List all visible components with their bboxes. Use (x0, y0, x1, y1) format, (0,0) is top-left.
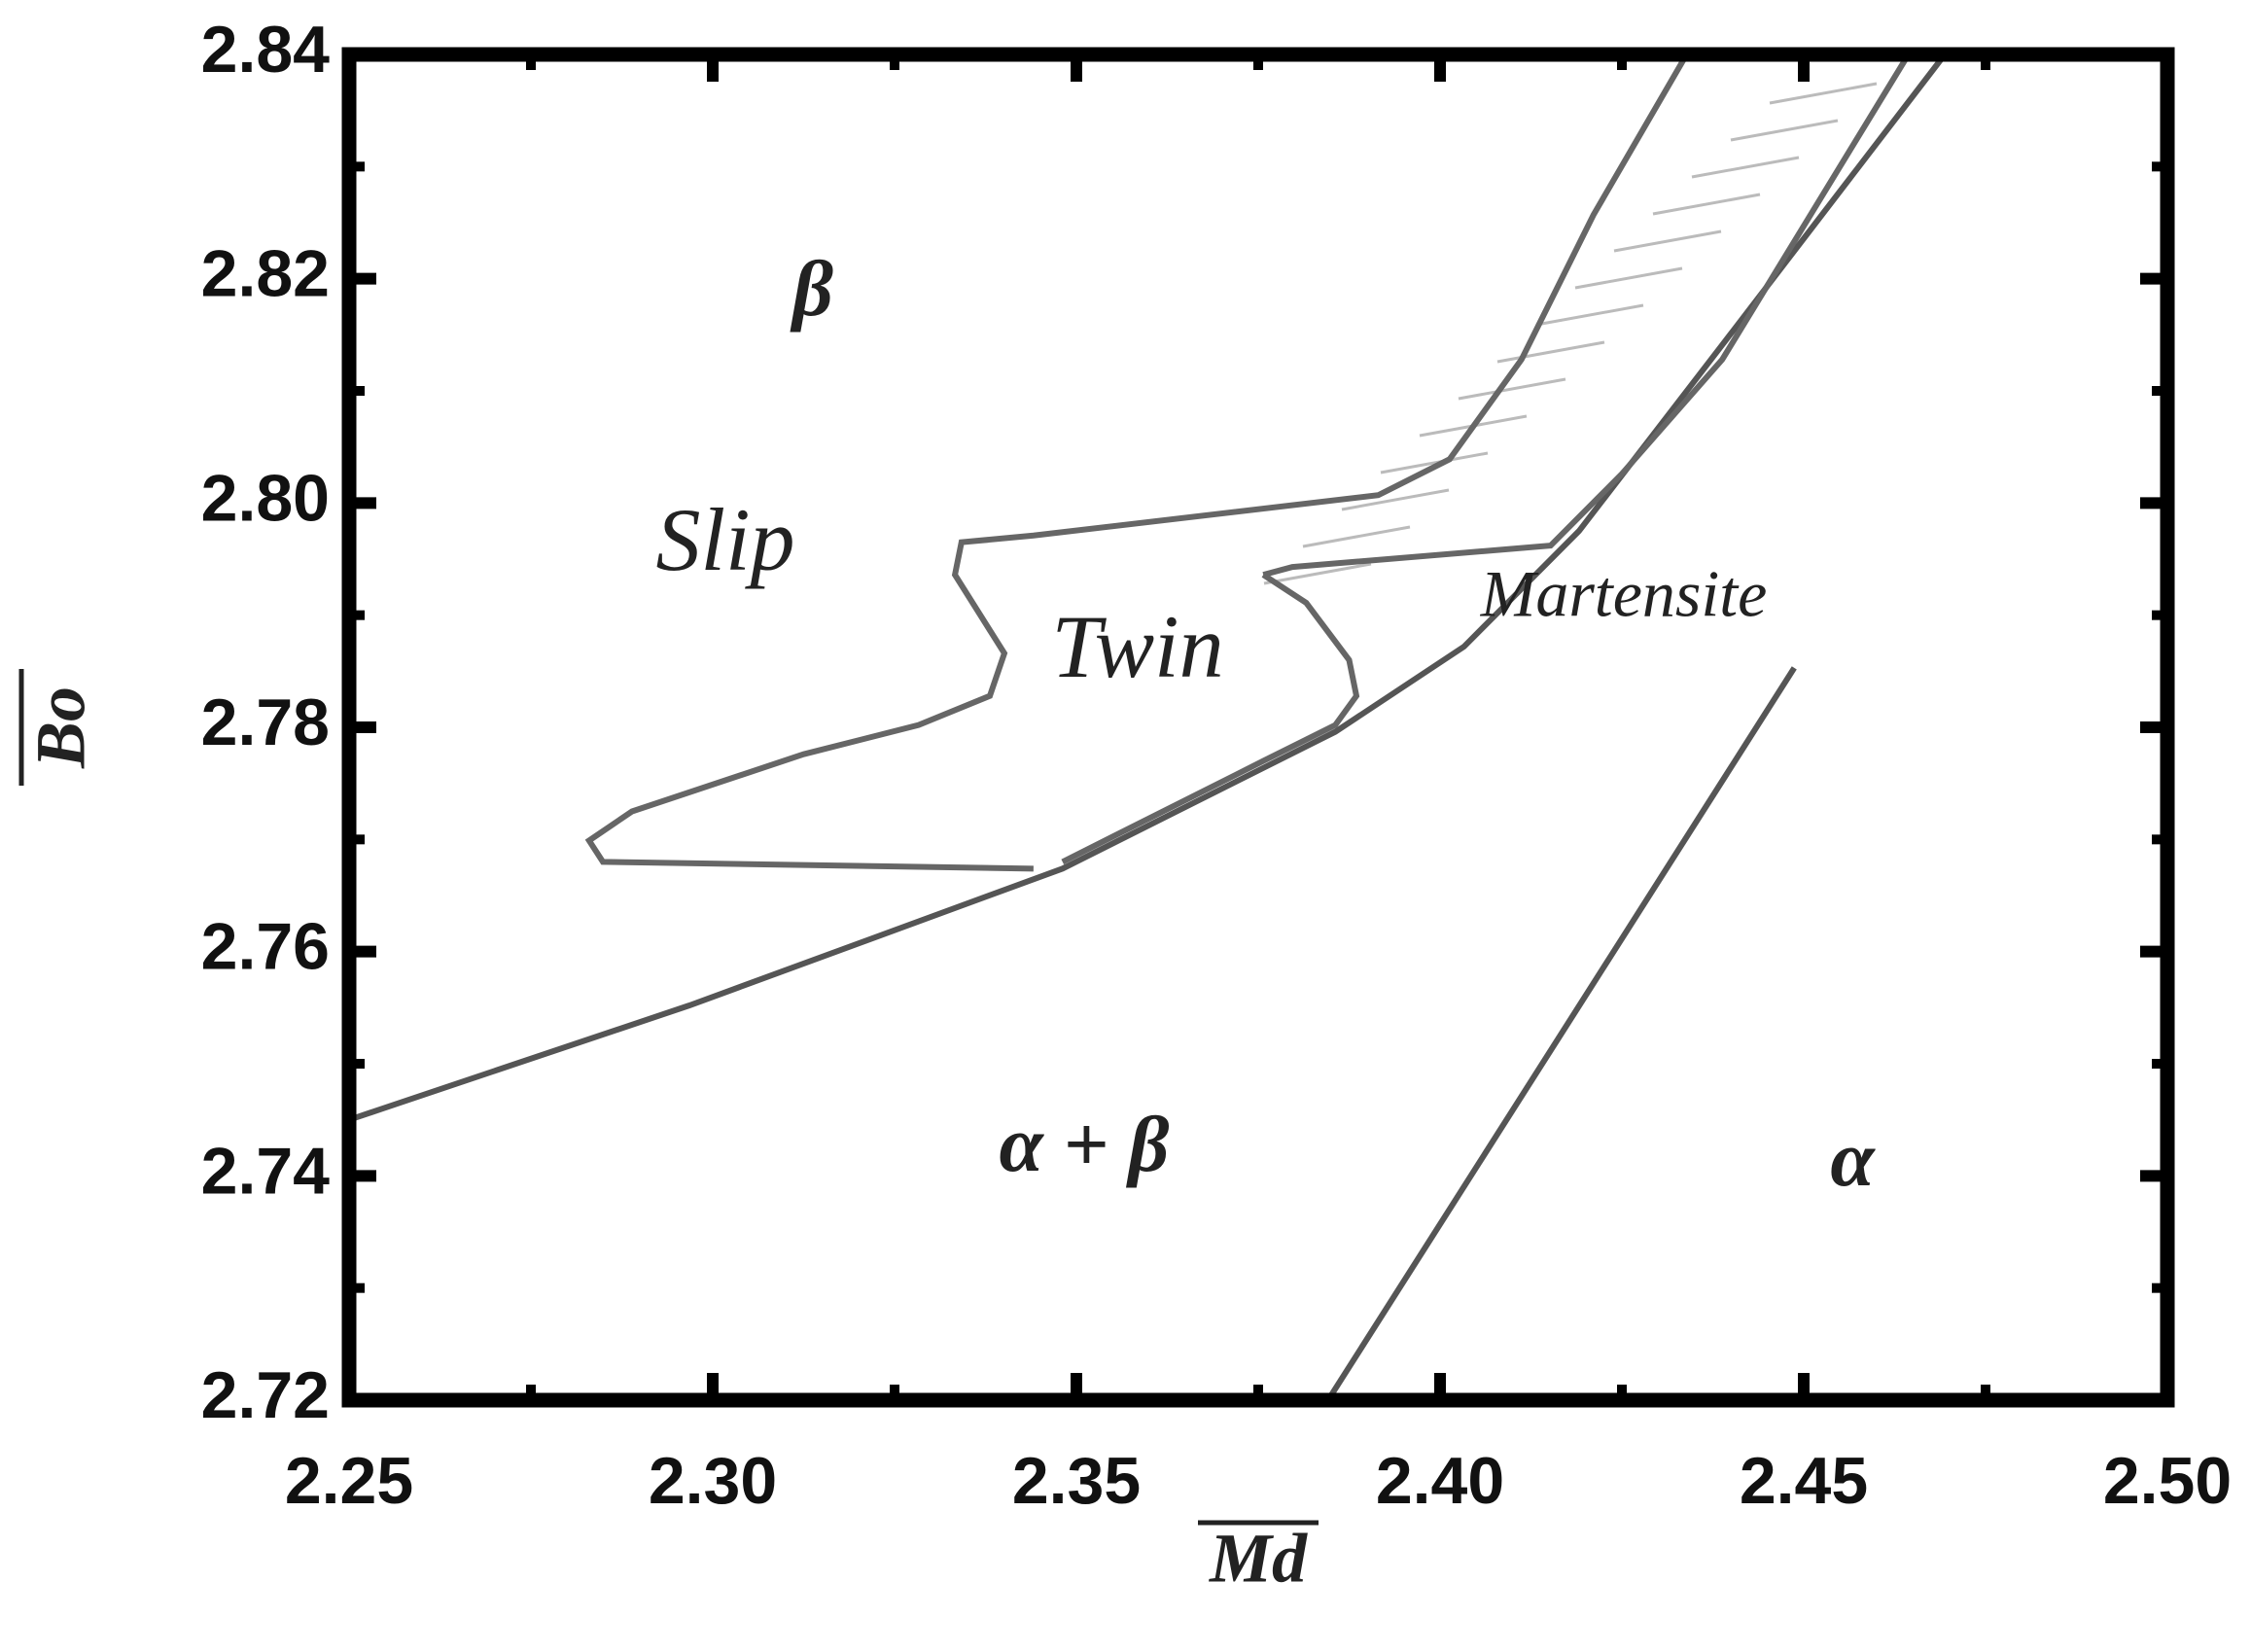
y-tick-label: 2.82 (201, 237, 330, 311)
x-tick-label: 2.30 (649, 1444, 777, 1518)
curve (1325, 666, 1797, 1402)
hatch (1458, 377, 1566, 401)
region-label: Martensite (1480, 557, 1768, 631)
region-label: α + β (999, 1100, 1169, 1188)
y-tick-label: 2.80 (201, 461, 330, 535)
hatch (1652, 193, 1761, 216)
x-tick-label: 2.50 (2103, 1444, 2232, 1518)
hatch (1341, 488, 1450, 511)
curve (1061, 572, 1360, 865)
hatch (1302, 525, 1411, 548)
region-label: Slip (655, 490, 794, 589)
x-tick-label: 2.35 (1012, 1444, 1141, 1518)
x-axis-label: Md (1209, 1520, 1308, 1598)
hatch (1496, 340, 1605, 364)
x-tick-label: 2.25 (285, 1444, 413, 1518)
x-tick-label: 2.40 (1376, 1444, 1504, 1518)
curve (348, 53, 1948, 1123)
region-label: β (790, 244, 833, 333)
hatch (1380, 451, 1489, 475)
hatch (1769, 82, 1878, 105)
y-tick-label: 2.76 (201, 910, 330, 984)
region-label: α (1830, 1114, 1876, 1203)
y-tick-label: 2.72 (201, 1358, 330, 1432)
hatch (1535, 303, 1644, 327)
hatch (1691, 156, 1800, 179)
y-tick-label: 2.84 (201, 13, 331, 87)
plot-frame (341, 47, 2175, 1408)
hatch (1613, 229, 1722, 253)
hatch (1730, 119, 1839, 142)
y-axis-label: Bo (22, 686, 100, 769)
hatch (1263, 562, 1372, 585)
region-label: Twin (1051, 597, 1223, 696)
curve (584, 53, 1690, 872)
hatch (1574, 266, 1683, 290)
y-tick-label: 2.78 (201, 685, 330, 759)
y-tick-label: 2.74 (201, 1134, 331, 1208)
curve (1262, 53, 1912, 579)
x-tick-label: 2.45 (1740, 1444, 1868, 1518)
